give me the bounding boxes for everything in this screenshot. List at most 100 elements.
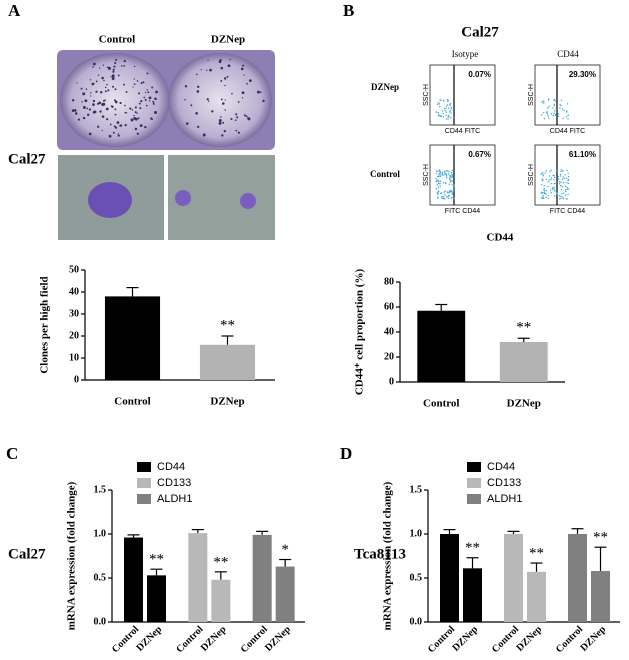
colony — [71, 109, 75, 113]
bar — [124, 537, 143, 622]
y-tick-label: 0 — [74, 374, 79, 385]
event — [443, 107, 446, 109]
colony — [102, 102, 106, 106]
event — [435, 188, 438, 190]
event — [556, 192, 558, 195]
event — [443, 196, 445, 198]
event — [445, 114, 447, 117]
event — [542, 175, 544, 177]
colony — [148, 100, 151, 102]
colony — [139, 107, 142, 110]
event — [453, 184, 455, 186]
legend-label: ALDH1 — [487, 493, 522, 505]
event — [560, 185, 562, 187]
colony — [106, 66, 109, 69]
event — [553, 110, 556, 112]
colony — [92, 66, 94, 68]
colony — [113, 125, 116, 128]
event — [447, 173, 450, 175]
colony — [243, 114, 246, 117]
event — [437, 192, 439, 195]
legend-swatch — [467, 462, 481, 472]
event — [450, 197, 452, 199]
colony — [140, 82, 143, 85]
event — [562, 117, 564, 120]
event — [559, 173, 562, 176]
event — [441, 197, 443, 200]
bar — [188, 533, 208, 622]
colony — [90, 92, 92, 94]
event — [438, 172, 441, 175]
event — [438, 103, 441, 105]
colony — [126, 112, 128, 114]
event — [445, 173, 448, 176]
event — [541, 191, 543, 194]
bar — [199, 344, 256, 380]
significance: * — [281, 542, 289, 558]
colony — [144, 99, 147, 102]
colony — [246, 82, 248, 85]
colony — [104, 90, 107, 93]
bar — [211, 579, 231, 622]
event — [452, 180, 454, 183]
event — [441, 173, 444, 175]
colony — [218, 119, 222, 122]
colony — [202, 133, 206, 137]
event — [550, 169, 552, 171]
colony — [220, 116, 222, 118]
panel-title: Cal27 — [461, 24, 499, 40]
y-tick-label: 10 — [69, 352, 79, 363]
event — [445, 111, 448, 113]
event — [550, 192, 552, 194]
colony — [107, 89, 110, 92]
colony — [112, 85, 115, 88]
event — [560, 197, 562, 200]
event — [547, 185, 549, 188]
colony — [218, 121, 222, 125]
y-tick-label: 80 — [384, 276, 394, 287]
colony — [85, 88, 88, 90]
colony — [136, 80, 139, 82]
y-tick-label: 60 — [384, 301, 394, 312]
event — [554, 182, 556, 185]
y-tick-label: 0.5 — [410, 572, 423, 583]
colony — [197, 85, 200, 88]
event — [438, 180, 440, 182]
colony — [234, 119, 237, 122]
colony — [222, 102, 225, 105]
event — [550, 179, 552, 181]
colony — [82, 92, 86, 96]
colony — [137, 117, 140, 120]
event — [443, 191, 445, 193]
event — [550, 113, 553, 115]
event — [560, 189, 563, 191]
y-tick-label: 1.0 — [94, 528, 107, 539]
event — [553, 105, 556, 107]
colony — [152, 102, 155, 105]
significance: ** — [593, 530, 608, 546]
x-tick-label: DZNep — [210, 396, 244, 408]
colony — [224, 84, 226, 87]
x-tick-label: Control — [114, 396, 150, 408]
event — [437, 196, 439, 198]
event — [543, 187, 545, 190]
event — [451, 191, 453, 193]
event — [545, 170, 547, 172]
event — [542, 195, 544, 197]
event — [541, 101, 543, 104]
x-tick-label: Control — [174, 624, 205, 655]
plot-frame — [534, 64, 601, 126]
colony — [88, 132, 92, 136]
colony — [113, 65, 116, 68]
significance: ** — [213, 554, 228, 570]
event — [453, 197, 455, 200]
colony — [133, 83, 136, 85]
event — [445, 175, 448, 177]
event — [452, 189, 455, 192]
event — [451, 176, 453, 179]
event — [449, 181, 452, 183]
legend-label: CD44 — [487, 461, 515, 473]
event — [554, 100, 557, 102]
colony — [98, 101, 102, 105]
